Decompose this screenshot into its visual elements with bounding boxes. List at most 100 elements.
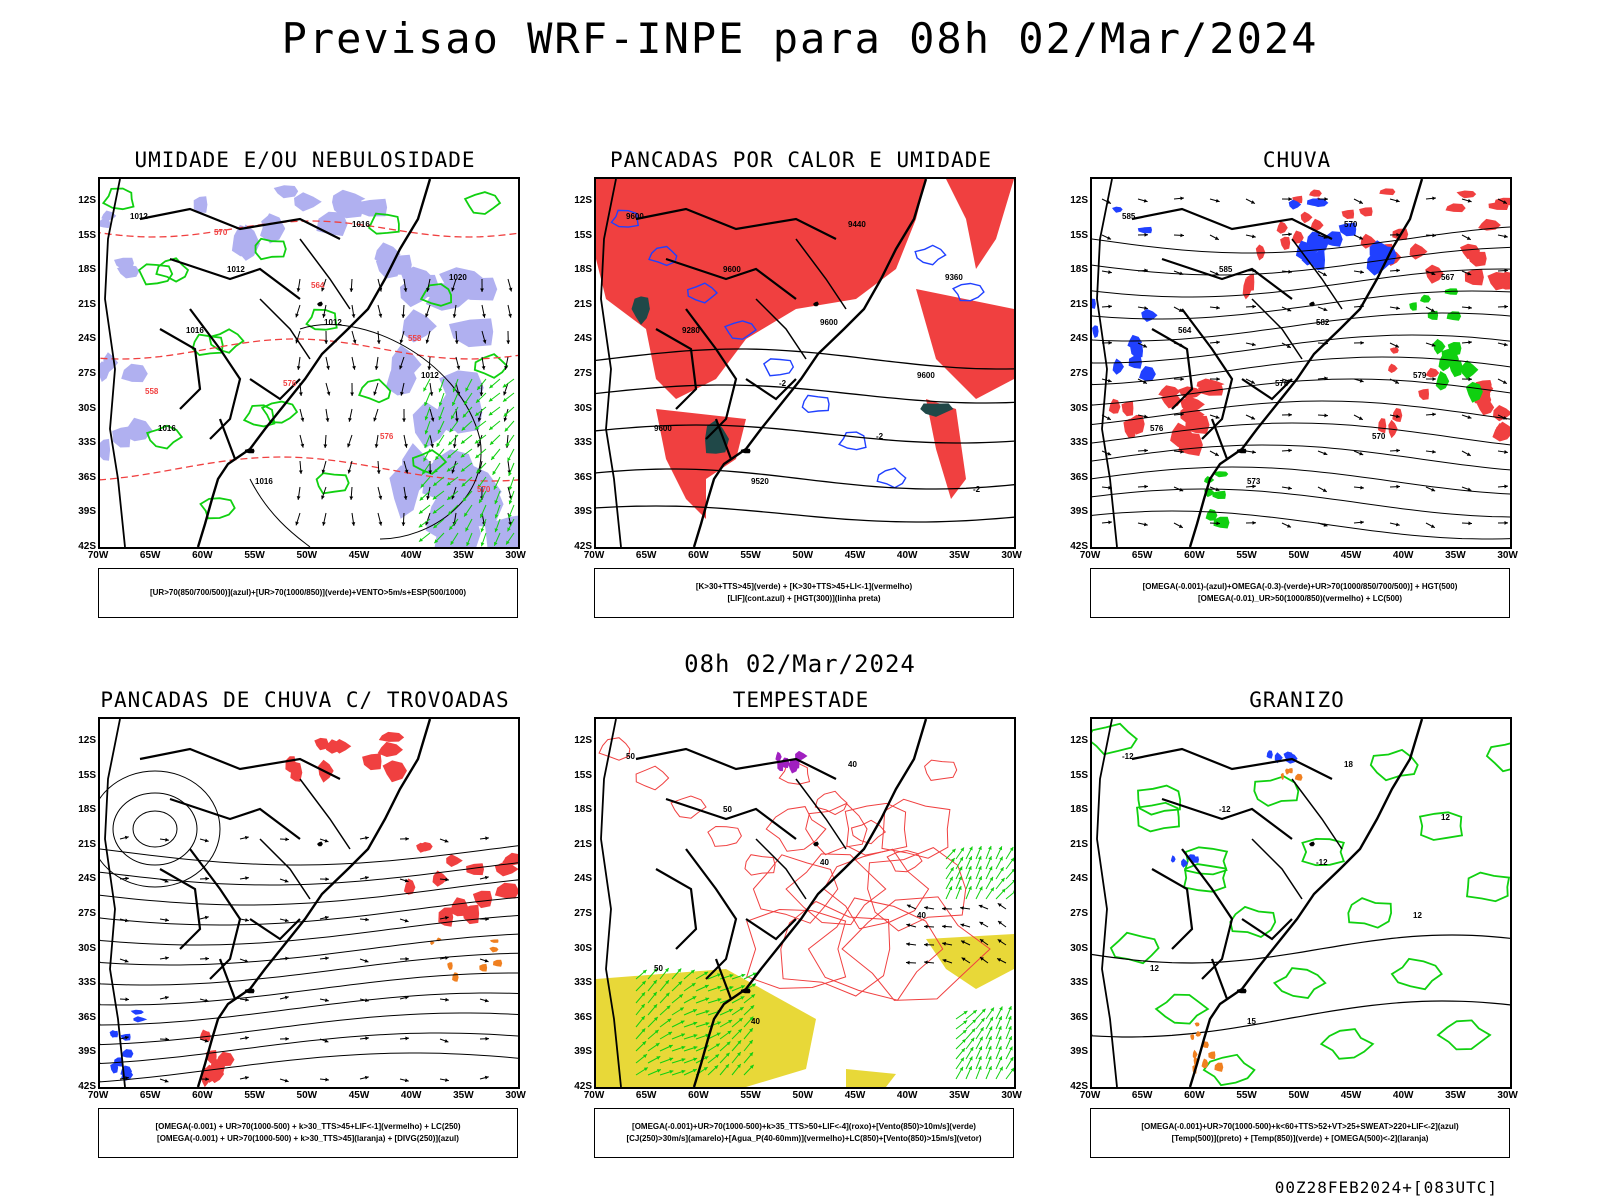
lon-tick-label: 60W xyxy=(1184,1090,1205,1101)
lat-tick-label: 39S xyxy=(1070,506,1088,518)
lat-tick-label: 30S xyxy=(1070,402,1088,414)
lon-tick-label: 30W xyxy=(1497,1090,1518,1101)
legend-box: [OMEGA(-0.001)-(azul)+OMEGA(-0.3)-(verde… xyxy=(1090,568,1510,618)
contour-label: 573 xyxy=(1247,477,1261,486)
lon-tick-label: 30W xyxy=(1497,550,1518,561)
lon-tick-label: 30W xyxy=(1001,1090,1022,1101)
lon-tick-label: 35W xyxy=(453,550,474,561)
lat-tick-label: 12S xyxy=(1070,735,1088,746)
contour-label: -12 xyxy=(1316,858,1328,867)
legend-line: [K>30+TTS>45](verde) + [K>30+TTS>45+LI<-… xyxy=(695,582,913,591)
contour-label: 9440 xyxy=(848,220,866,229)
legend-line: [OMEGA(-0.001)+UR>70(1000-500)+k>35_TTS>… xyxy=(632,1122,976,1131)
lat-tick-label: 12S xyxy=(574,195,592,206)
lat-tick-label: 24S xyxy=(78,873,96,885)
contour-label: -2 xyxy=(779,379,787,388)
contour-label: 564 xyxy=(311,281,325,290)
contour-label: 12 xyxy=(1413,911,1422,920)
lon-tick-label: 65W xyxy=(139,1090,161,1101)
contour-label: 9600 xyxy=(917,371,935,380)
lat-tick-label: 30S xyxy=(1070,942,1088,954)
lon-tick-label: 50W xyxy=(296,550,318,561)
lat-tick-label: 27S xyxy=(574,368,592,379)
lat-tick-label: 21S xyxy=(574,838,592,850)
lon-tick-label: 55W xyxy=(244,1090,265,1101)
contour-label: 585 xyxy=(1219,265,1233,274)
map-canvas: 50 50 40 40 50 40 40 xyxy=(596,719,1014,1087)
lon-tick-label: 60W xyxy=(688,550,709,561)
lon-tick-label: 70W xyxy=(583,1090,605,1101)
lat-tick-label: 24S xyxy=(1070,873,1088,885)
lon-tick-label: 60W xyxy=(192,1090,213,1101)
lat-tick-label: 36S xyxy=(1070,1011,1088,1023)
lat-tick-label: 24S xyxy=(574,873,592,885)
legend-line: [OMEGA(-0.001) + UR>70(1000-500) + k>30_… xyxy=(155,1122,461,1131)
contour-label: -12 xyxy=(1219,805,1231,814)
lon-tick-label: 40W xyxy=(896,1090,918,1101)
contour-label: 576 xyxy=(1275,379,1289,388)
lon-tick-label: 65W xyxy=(1131,550,1153,561)
contour-label: 558 xyxy=(145,387,159,396)
lat-tick-label: 18S xyxy=(1070,264,1088,276)
contour-label: 570 xyxy=(1372,432,1386,441)
contour-label: 585 xyxy=(1122,212,1136,221)
lat-tick-label: 39S xyxy=(574,506,592,518)
contour-label: 12 xyxy=(1150,964,1159,973)
lat-tick-label: 12S xyxy=(574,735,592,746)
lat-tick-label: 42S xyxy=(1070,541,1088,552)
map-frame: -12 -12 -12 12 12 15 18 12 xyxy=(1090,717,1512,1089)
contour-label: 1016 xyxy=(158,424,176,433)
contour-label: 40 xyxy=(917,911,926,920)
lat-tick-label: 39S xyxy=(1070,1046,1088,1058)
map-frame: 9600 9600 9600 9600 9600 9520 9440 9360 9280 -2 -2… xyxy=(594,177,1016,549)
legend-box: [OMEGA(-0.001)+UR>70(1000-500)+k>35_TTS>… xyxy=(594,1108,1014,1158)
lon-tick-label: 35W xyxy=(1445,550,1466,561)
panel-umidade: UMIDADE E/OU NEBULOSIDADE 1012 1012 1012 101… xyxy=(70,148,540,620)
map-frame: 50 50 40 40 50 40 40 xyxy=(594,717,1016,1089)
contour-label: 1016 xyxy=(186,326,204,335)
contour-label: -2 xyxy=(973,485,981,494)
contour-label: 582 xyxy=(1316,318,1330,327)
legend-box: [OMEGA(-0.001)+UR>70(1000-500)+k<60+TTS>… xyxy=(1090,1108,1510,1158)
lat-tick-label: 36S xyxy=(78,471,96,483)
contour-label: 1020 xyxy=(449,273,467,282)
lon-tick-label: 65W xyxy=(139,550,161,561)
map-canvas: -12 -12 -12 12 12 15 18 12 xyxy=(1092,719,1510,1087)
legend-line: [OMEGA(-0.001) + UR>70(1000-500) + k>30_… xyxy=(157,1134,459,1143)
panel-title: GRANIZO xyxy=(1249,688,1345,712)
panel-title: PANCADAS POR CALOR E UMIDADE xyxy=(609,148,992,172)
lon-tick-label: 55W xyxy=(740,1090,761,1101)
lat-tick-label: 42S xyxy=(1070,1081,1088,1092)
lat-tick-label: 21S xyxy=(1070,838,1088,850)
lat-tick-label: 39S xyxy=(78,1046,96,1058)
contour-label: 570 xyxy=(1344,220,1358,229)
contour-label: 9600 xyxy=(654,424,672,433)
contour-label: 9600 xyxy=(626,212,644,221)
footer-run-info: 00Z28FEB2024+[083UTC] xyxy=(1274,1178,1498,1197)
lat-tick-label: 36S xyxy=(1070,471,1088,483)
lat-tick-label: 30S xyxy=(574,402,592,414)
contour-label: 50 xyxy=(654,964,663,973)
lon-tick-label: 30W xyxy=(1001,550,1022,561)
lat-tick-label: 30S xyxy=(574,942,592,954)
main-title: Previsao WRF-INPE para 08h 02/Mar/2024 xyxy=(281,14,1319,63)
lat-tick-label: 15S xyxy=(1070,769,1088,781)
lat-tick-label: 12S xyxy=(78,195,96,206)
lat-tick-label: 33S xyxy=(574,437,592,449)
lon-tick-label: 45W xyxy=(844,550,866,561)
map-canvas: 585 585 582 579 576 573 570 567 564 576 570 xyxy=(1092,179,1510,547)
map-frame xyxy=(98,717,520,1089)
lon-tick-label: 40W xyxy=(1392,550,1414,561)
lon-tick-label: 45W xyxy=(844,1090,866,1101)
lat-tick-label: 15S xyxy=(574,229,592,241)
lon-tick-label: 50W xyxy=(296,1090,318,1101)
contour-label: 9280 xyxy=(682,326,700,335)
lat-tick-label: 42S xyxy=(78,541,96,552)
lon-tick-label: 60W xyxy=(1184,550,1205,561)
lon-tick-label: 45W xyxy=(348,550,370,561)
contour-label: 40 xyxy=(848,760,857,769)
lat-tick-label: 42S xyxy=(574,541,592,552)
lat-tick-label: 24S xyxy=(1070,333,1088,345)
lat-tick-label: 21S xyxy=(78,838,96,850)
lat-tick-label: 15S xyxy=(78,769,96,781)
